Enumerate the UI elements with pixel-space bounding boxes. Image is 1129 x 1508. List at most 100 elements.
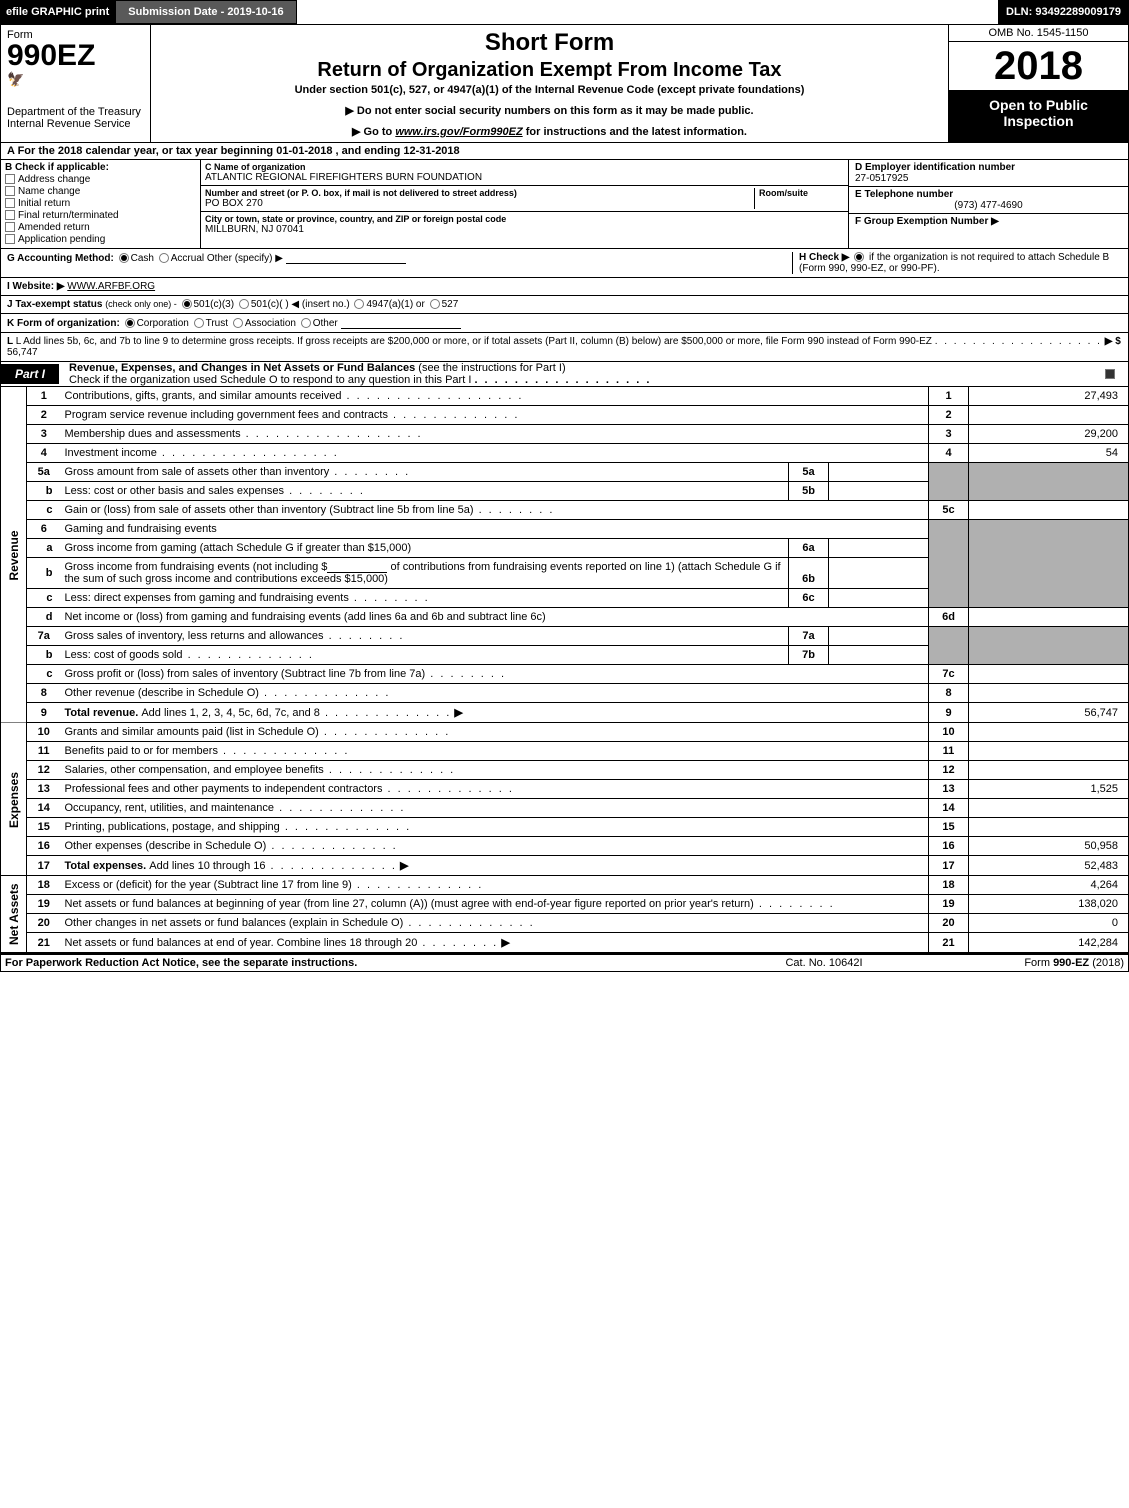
period-label: A For the 2018 calendar year, or tax yea… [7, 145, 276, 157]
chk-amended[interactable]: Amended return [5, 222, 196, 233]
entity-info-block: B Check if applicable: Address change Na… [0, 160, 1129, 249]
line-9: 9 Total revenue. Add lines 1, 2, 3, 4, 5… [1, 703, 1129, 723]
box-b-label: B Check if applicable: [5, 162, 196, 173]
radio-h[interactable] [854, 252, 864, 262]
radio-assoc[interactable] [233, 318, 243, 328]
form-subtitle: Under section 501(c), 527, or 4947(a)(1)… [155, 84, 944, 96]
amount-17: 52,483 [969, 856, 1129, 876]
line-15: 15 Printing, publications, postage, and … [1, 818, 1129, 837]
j-note: (check only one) - [105, 299, 177, 309]
line-6b: b Gross income from fundraising events (… [1, 558, 1129, 589]
room-label: Room/suite [759, 188, 844, 198]
other-org-blank[interactable] [341, 317, 461, 329]
radio-4947[interactable] [354, 299, 364, 309]
box-def: D Employer identification number 27-0517… [848, 160, 1128, 248]
amount-2 [969, 406, 1129, 425]
chk-final-return[interactable]: Final return/terminated [5, 210, 196, 221]
goto-post: for instructions and the latest informat… [523, 126, 747, 138]
line-1: Revenue 1 Contributions, gifts, grants, … [1, 387, 1129, 406]
paperwork-notice: For Paperwork Reduction Act Notice, see … [5, 957, 724, 969]
dept-treasury: Department of the Treasury [7, 106, 144, 118]
header-right: OMB No. 1545-1150 2018 Open to Public In… [948, 25, 1128, 142]
omb-number: OMB No. 1545-1150 [949, 25, 1128, 42]
amount-7c [969, 665, 1129, 684]
open-to-public: Open to Public Inspection [949, 91, 1128, 142]
val-6b [829, 558, 929, 589]
radio-cash[interactable] [119, 253, 129, 263]
line-21: 21 Net assets or fund balances at end of… [1, 933, 1129, 953]
line-16: 16 Other expenses (describe in Schedule … [1, 837, 1129, 856]
amount-15 [969, 818, 1129, 837]
radio-527[interactable] [430, 299, 440, 309]
l-text: L Add lines 5b, 6c, and 7b to line 9 to … [16, 336, 932, 347]
line-13: 13 Professional fees and other payments … [1, 780, 1129, 799]
box-d: D Employer identification number 27-0517… [849, 160, 1128, 187]
amount-4: 54 [969, 444, 1129, 463]
header-center: Short Form Return of Organization Exempt… [151, 25, 948, 142]
chk-initial-return[interactable]: Initial return [5, 198, 196, 209]
goto-pre: ▶ Go to [352, 126, 395, 138]
line-5a: 5a Gross amount from sale of assets othe… [1, 463, 1129, 482]
revenue-side-label: Revenue [1, 387, 27, 723]
amount-3: 29,200 [969, 425, 1129, 444]
line-18: Net Assets 18 Excess or (deficit) for th… [1, 876, 1129, 895]
submission-date: Submission Date - 2019-10-16 [115, 0, 296, 24]
phone-label: E Telephone number [855, 189, 1122, 200]
part-i-check-text: Check if the organization used Schedule … [69, 374, 471, 386]
radio-501c[interactable] [239, 299, 249, 309]
line-6d: d Net income or (loss) from gaming and f… [1, 608, 1129, 627]
line-7c: c Gross profit or (loss) from sales of i… [1, 665, 1129, 684]
line-5c: c Gain or (loss) from sale of assets oth… [1, 501, 1129, 520]
val-5b [829, 482, 929, 501]
l-value: 56,747 [7, 347, 38, 358]
form-ref: Form 990-EZ (2018) [924, 957, 1124, 969]
radio-accrual[interactable] [159, 253, 169, 263]
h-label: H Check ▶ [799, 252, 849, 263]
box-h: H Check ▶ if the organization is not req… [792, 252, 1122, 274]
chk-name-change[interactable]: Name change [5, 186, 196, 197]
line-10: Expenses 10 Grants and similar amounts p… [1, 723, 1129, 742]
box-c: C Name of organization ATLANTIC REGIONAL… [201, 160, 848, 248]
l-arrow: ▶ $ [1105, 336, 1121, 347]
irs-eagle-icon: 🦅 [7, 71, 144, 88]
line-4: 4 Investment income 4 54 [1, 444, 1129, 463]
irs-label: Internal Revenue Service [7, 118, 144, 130]
website-value[interactable]: WWW.ARFBF.ORG [67, 281, 155, 292]
group-exemption-label: F Group Exemption Number ▶ [855, 216, 999, 227]
part-i-header: Part I Revenue, Expenses, and Changes in… [0, 362, 1129, 387]
val-7a [829, 627, 929, 646]
goto-link[interactable]: www.irs.gov/Form990EZ [395, 126, 522, 138]
accounting-label: G Accounting Method: [7, 253, 114, 264]
amount-14 [969, 799, 1129, 818]
form-number: 990EZ [7, 41, 144, 71]
dots [474, 374, 651, 386]
line-2: 2 Program service revenue including gove… [1, 406, 1129, 425]
chk-application-pending[interactable]: Application pending [5, 234, 196, 245]
line-14: 14 Occupancy, rent, utilities, and maint… [1, 799, 1129, 818]
goto-link-row: ▶ Go to www.irs.gov/Form990EZ for instru… [155, 125, 944, 138]
radio-other-org[interactable] [301, 318, 311, 328]
org-name: ATLANTIC REGIONAL FIREFIGHTERS BURN FOUN… [205, 172, 844, 183]
other-specify-blank[interactable] [286, 252, 406, 264]
city-cell: City or town, state or province, country… [201, 212, 848, 237]
short-form-title: Short Form [155, 29, 944, 57]
radio-trust[interactable] [194, 318, 204, 328]
radio-corp[interactable] [125, 318, 135, 328]
amount-21: 142,284 [969, 933, 1129, 953]
line-7a: 7a Gross sales of inventory, less return… [1, 627, 1129, 646]
amount-20: 0 [969, 914, 1129, 933]
line-8: 8 Other revenue (describe in Schedule O)… [1, 684, 1129, 703]
j-label: J Tax-exempt status [7, 299, 102, 310]
ssn-warning: ▶ Do not enter social security numbers o… [155, 104, 944, 117]
radio-501c3[interactable] [182, 299, 192, 309]
part-i-table: Revenue 1 Contributions, gifts, grants, … [0, 387, 1129, 953]
street: PO BOX 270 [205, 198, 754, 209]
street-cell: Number and street (or P. O. box, if mail… [201, 186, 848, 212]
city-label: City or town, state or province, country… [205, 214, 844, 224]
contrib-blank[interactable] [327, 561, 387, 573]
part-i-checkbox[interactable] [1105, 369, 1115, 379]
cat-no: Cat. No. 10642I [724, 957, 924, 969]
checkbox-icon [5, 234, 15, 244]
line-5b: b Less: cost or other basis and sales ex… [1, 482, 1129, 501]
chk-address-change[interactable]: Address change [5, 174, 196, 185]
